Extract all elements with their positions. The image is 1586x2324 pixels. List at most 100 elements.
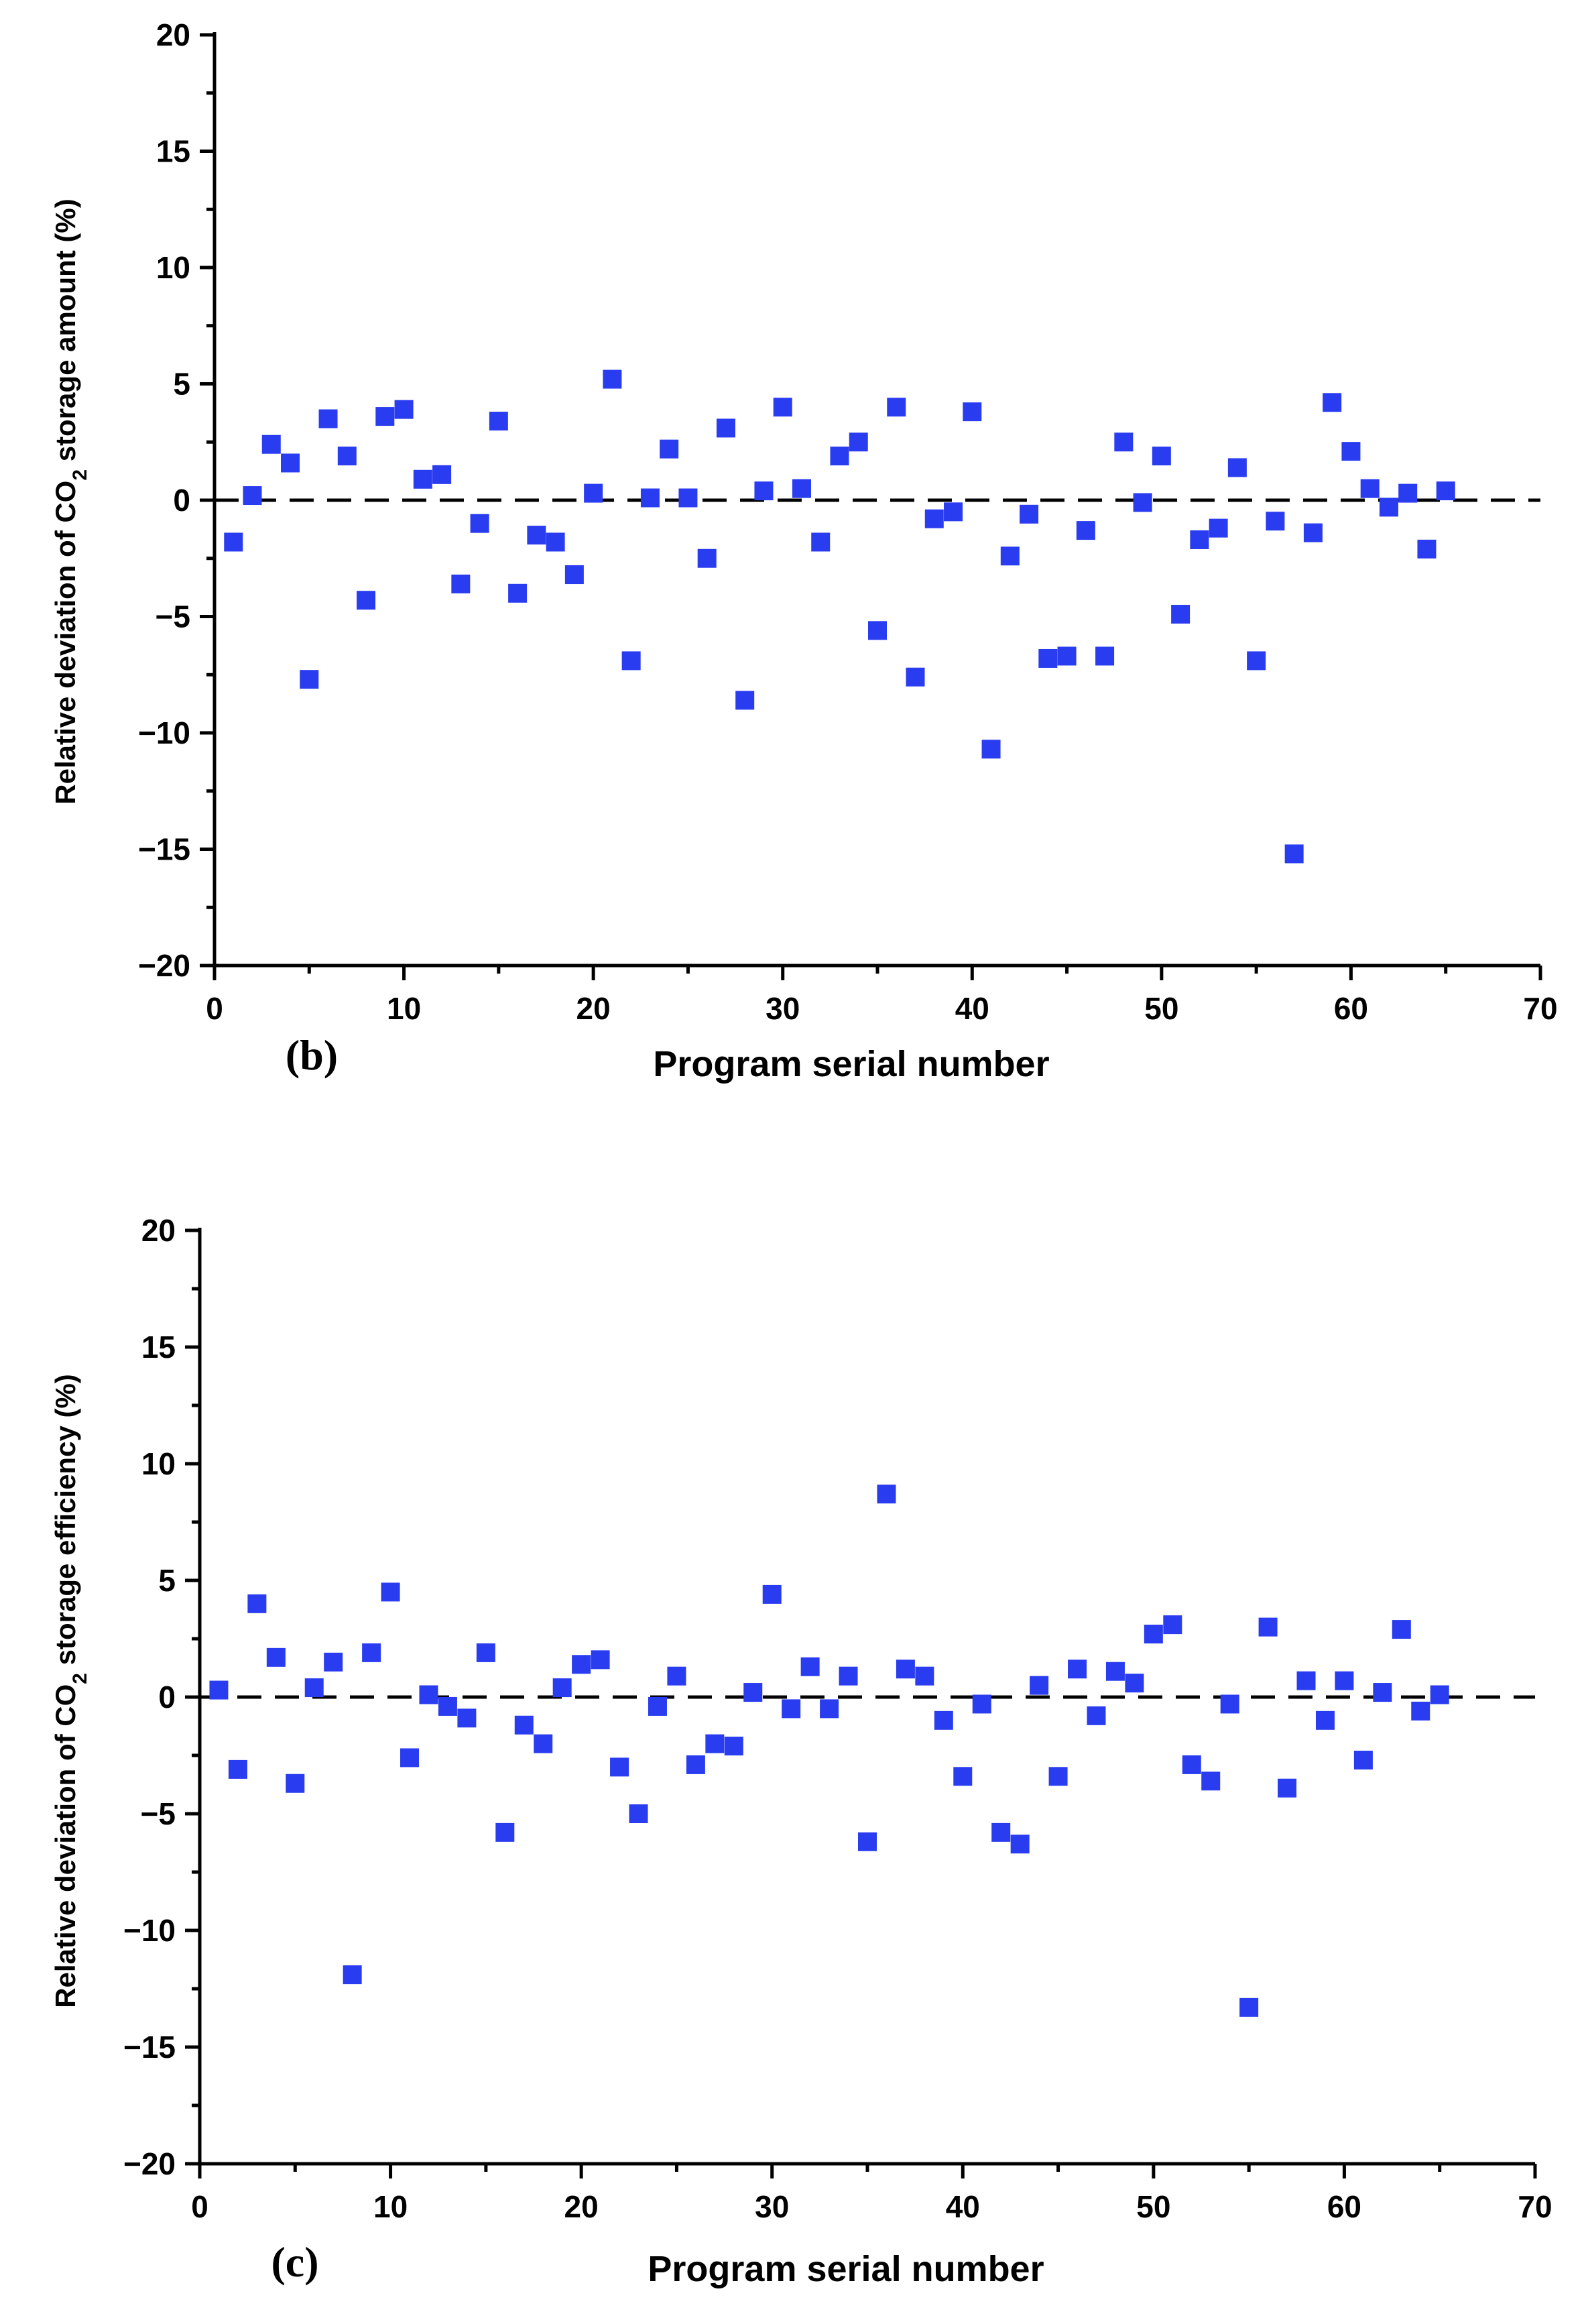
data-point — [896, 1660, 915, 1679]
data-point — [1227, 458, 1247, 477]
data-point — [716, 418, 735, 438]
data-point — [1057, 646, 1077, 666]
data-point — [972, 1694, 991, 1714]
data-point — [527, 526, 546, 545]
data-point — [1239, 1997, 1259, 2017]
data-point — [300, 670, 319, 689]
y-axis-title: Relative deviation of CO2 storage effici… — [50, 1374, 91, 2008]
data-point — [1398, 483, 1418, 503]
data-point — [266, 1647, 286, 1667]
x-tick-label: 50 — [1144, 991, 1178, 1026]
data-point — [1190, 530, 1209, 549]
data-point — [1392, 1620, 1411, 1639]
data-point — [281, 453, 300, 473]
data-point — [1030, 1676, 1049, 1695]
y-tick-label: 15 — [156, 134, 190, 169]
data-point — [1247, 651, 1266, 671]
x-tick-label: 0 — [191, 2189, 208, 2224]
x-tick-label: 20 — [576, 991, 611, 1026]
y-tick-label: −10 — [123, 1913, 176, 1948]
y-tick-label: −5 — [141, 1796, 176, 1831]
data-point — [286, 1774, 305, 1793]
data-point — [457, 1708, 477, 1728]
x-tick-label: 50 — [1136, 2189, 1170, 2224]
x-tick-label: 60 — [1334, 991, 1368, 1026]
data-point — [1379, 498, 1398, 517]
data-point — [243, 486, 262, 506]
x-tick-label: 30 — [755, 2189, 789, 2224]
data-point — [1010, 1835, 1030, 1854]
data-point — [495, 1822, 515, 1842]
data-point — [724, 1737, 743, 1756]
data-point — [1144, 1625, 1163, 1644]
data-point — [1360, 479, 1380, 498]
x-axis-title: Program serial number — [648, 2249, 1044, 2289]
data-point — [1038, 648, 1058, 668]
data-point — [1341, 442, 1361, 461]
data-point — [1201, 1771, 1221, 1791]
data-point — [1105, 1662, 1125, 1681]
data-point — [438, 1696, 457, 1716]
data-point — [1114, 432, 1134, 452]
data-point — [1095, 646, 1115, 666]
data-point — [224, 532, 243, 552]
data-point — [318, 409, 338, 428]
data-point — [1087, 1706, 1106, 1725]
data-point — [1068, 1660, 1087, 1679]
y-tick-label: −15 — [123, 2030, 176, 2065]
data-point — [476, 1643, 495, 1662]
data-point — [640, 488, 660, 508]
data-point — [648, 1696, 667, 1716]
data-point — [849, 432, 868, 452]
data-point — [1353, 1750, 1373, 1769]
data-point — [743, 1683, 763, 1702]
data-point — [629, 1804, 648, 1823]
data-point — [678, 488, 698, 508]
data-point — [419, 1685, 438, 1704]
data-point — [906, 667, 925, 687]
data-point — [552, 1678, 572, 1698]
data-point — [564, 565, 584, 585]
y-tick-label: −5 — [156, 599, 190, 634]
data-point — [1133, 493, 1152, 512]
data-point — [735, 691, 755, 710]
x-tick-label: 30 — [766, 991, 800, 1026]
y-tick-label: −10 — [138, 715, 190, 750]
data-point — [413, 469, 432, 489]
data-point — [1171, 605, 1191, 624]
data-point — [1258, 1617, 1278, 1637]
data-point — [362, 1643, 381, 1662]
data-point — [247, 1594, 267, 1613]
data-point — [1430, 1685, 1449, 1704]
x-tick-label: 10 — [373, 2189, 408, 2224]
x-tick-label: 70 — [1518, 2189, 1552, 2224]
data-point — [792, 479, 811, 498]
data-point — [1209, 518, 1228, 538]
data-point — [820, 1699, 839, 1719]
data-point — [1284, 844, 1304, 864]
data-point — [1000, 546, 1020, 566]
data-point — [381, 1582, 400, 1602]
y-tick-label: 5 — [173, 367, 190, 402]
data-point — [357, 591, 376, 610]
data-point — [1220, 1694, 1239, 1714]
data-point — [981, 740, 1001, 759]
data-point — [572, 1655, 591, 1674]
data-point — [591, 1650, 610, 1670]
y-tick-label: 20 — [156, 17, 190, 52]
y-tick-label: −20 — [123, 2146, 176, 2181]
data-point — [667, 1666, 686, 1686]
data-point — [800, 1657, 820, 1676]
data-point — [1303, 523, 1323, 542]
data-point — [858, 1832, 877, 1851]
data-point — [337, 447, 357, 466]
data-point — [1020, 504, 1039, 524]
data-point — [830, 447, 849, 466]
data-point — [546, 532, 565, 552]
panel-label: (b) — [286, 1031, 338, 1079]
data-point — [887, 398, 906, 417]
y-tick-label: 20 — [141, 1213, 176, 1248]
data-point — [811, 532, 831, 552]
x-tick-label: 40 — [946, 2189, 980, 2224]
